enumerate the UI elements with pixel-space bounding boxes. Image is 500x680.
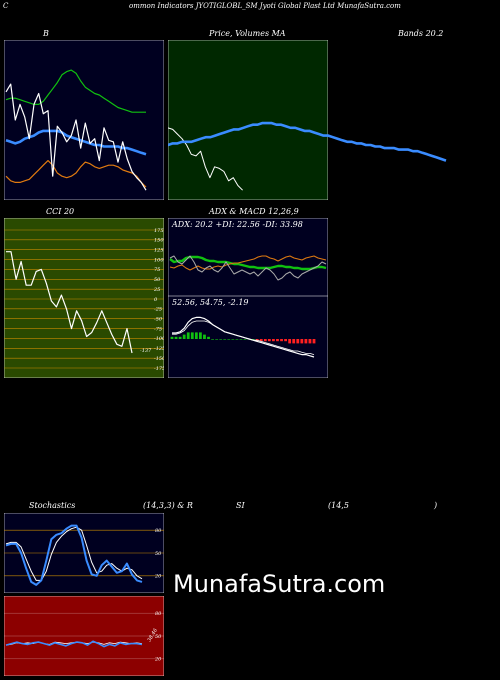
adx-values: ADX: 20.2 +DI: 22.56 -DI: 33.98 xyxy=(172,220,303,229)
price-svg xyxy=(168,40,328,200)
macd-histogram-bar xyxy=(239,339,243,340)
adx-macd-svg xyxy=(168,218,328,378)
cci-tick-label: -75 xyxy=(154,326,162,332)
stoch-d-line xyxy=(5,526,143,581)
macd-histogram-bar xyxy=(272,339,275,342)
macd-histogram-bar xyxy=(223,339,227,340)
stoch-params: (14,3,3) & R xyxy=(143,501,193,510)
macd-histogram-bar xyxy=(203,334,206,339)
macd-histogram-bar xyxy=(235,339,239,340)
adx-line-2 xyxy=(169,255,327,281)
macd-histogram-bar xyxy=(211,339,214,340)
adx-macd-title: ADX & MACD 12,26,9 xyxy=(209,207,299,216)
macd-histogram-bar xyxy=(194,332,198,339)
rsi-tick-label: 50 xyxy=(155,634,162,640)
bollinger-title: B xyxy=(43,29,49,38)
macd-histogram-bar xyxy=(231,339,235,340)
watermark: MunafaSutra.com xyxy=(173,570,386,598)
header-initial: C xyxy=(3,2,9,10)
cci-tick-label: 75 xyxy=(154,267,160,273)
macd-histogram-bar xyxy=(215,339,219,340)
rsi-line xyxy=(5,640,143,648)
rsi-params: (14,5 xyxy=(328,501,349,510)
cci-tick-label: 100 xyxy=(154,257,164,263)
macd-histogram-bar xyxy=(251,339,255,340)
macd-histogram-bar xyxy=(170,336,174,339)
macd-values: 52.56, 54.75, -2.19 xyxy=(172,298,249,307)
macd-histogram-bar xyxy=(182,334,186,339)
stoch-tick-label: 80 xyxy=(155,528,162,534)
macd-histogram-bar xyxy=(178,336,182,339)
macd-histogram-bar xyxy=(243,339,247,340)
macd-histogram-bar xyxy=(292,339,296,344)
bands-title: Bands 20.2 xyxy=(398,29,444,38)
bollinger-line-0 xyxy=(5,69,146,113)
cci-tick-label: 0 xyxy=(154,297,158,303)
macd-histogram-bar xyxy=(219,339,223,340)
cci-tick-label: -125 xyxy=(154,346,164,352)
rsi-title: SI xyxy=(236,501,245,510)
rsi-paren: ) xyxy=(434,501,438,510)
cci-title: CCI 20 xyxy=(46,207,75,216)
bollinger-svg xyxy=(4,40,164,200)
cci-svg: 175 150 125 100 75 50 25 0 -25 -50 -75 -100 -125 -150… xyxy=(4,218,164,378)
bands-svg xyxy=(168,121,447,191)
cci-panel: 175 150 125 100 75 50 25 0 -25 -50 -75 -100 -125 -150… xyxy=(4,218,164,378)
stoch-panel: 80 50 20 xyxy=(4,513,164,593)
macd-histogram-bar xyxy=(288,339,292,344)
macd-histogram-bar xyxy=(276,339,279,342)
cci-tick-label: -175 xyxy=(154,366,164,372)
macd-histogram-bar xyxy=(227,339,231,340)
cci-tick-label: 50 xyxy=(154,277,161,283)
rsi-panel: 80 50 20 38.46 xyxy=(4,596,164,676)
adx-line-0 xyxy=(169,255,327,271)
cci-tick-label: -100 xyxy=(154,336,164,342)
bands-overlay xyxy=(168,40,448,200)
bands-mid-line xyxy=(168,121,447,162)
cci-tick-label: 25 xyxy=(153,287,160,293)
bollinger-line-2 xyxy=(5,160,147,188)
price-panel xyxy=(168,40,328,200)
stoch-k-line xyxy=(5,524,143,586)
macd-histogram-bar xyxy=(186,332,190,339)
adx-macd-panel xyxy=(168,218,328,378)
stoch-svg: 80 50 20 xyxy=(4,513,164,593)
rsi-tick-label: 20 xyxy=(154,657,162,663)
bollinger-line-3 xyxy=(5,83,147,191)
cci-tick-label: -150 xyxy=(154,356,164,362)
cci-tick-label: 150 xyxy=(154,238,164,244)
macd-histogram-bar xyxy=(280,339,283,342)
macd-histogram-bar xyxy=(304,339,308,344)
cci-last-value: -137 xyxy=(140,348,152,354)
stoch-tick-label: 50 xyxy=(155,551,162,557)
header-title: ommon Indicators JYOTIGLOBL_SM Jyoti Glo… xyxy=(129,2,401,10)
price-title: Price, Volumes MA xyxy=(209,29,286,38)
macd-histogram-bar xyxy=(199,332,202,339)
macd-histogram-bar xyxy=(174,336,178,339)
cci-tick-label: 175 xyxy=(154,228,164,234)
rsi-tick-label: 80 xyxy=(155,611,162,617)
macd-histogram-bar xyxy=(312,339,316,344)
bollinger-panel xyxy=(4,40,164,200)
macd-histogram-bar xyxy=(263,339,267,342)
cci-tick-label: -50 xyxy=(154,317,163,323)
cci-line xyxy=(6,251,133,354)
stoch-title: Stochastics xyxy=(29,501,76,510)
macd-histogram-bar xyxy=(267,339,271,342)
macd-histogram-bar xyxy=(284,339,287,342)
macd-histogram-bar xyxy=(259,339,263,342)
macd-histogram-bar xyxy=(296,339,300,344)
macd-signal-line xyxy=(172,320,315,355)
macd-histogram-bar xyxy=(308,339,312,344)
price-line xyxy=(168,127,243,191)
cci-tick-label: -25 xyxy=(154,307,162,313)
macd-histogram-bar xyxy=(207,336,210,339)
stoch-tick-label: 20 xyxy=(154,574,162,580)
macd-histogram-bar xyxy=(190,332,194,339)
macd-histogram-bar xyxy=(300,339,304,344)
cci-tick-label: 125 xyxy=(154,248,164,254)
